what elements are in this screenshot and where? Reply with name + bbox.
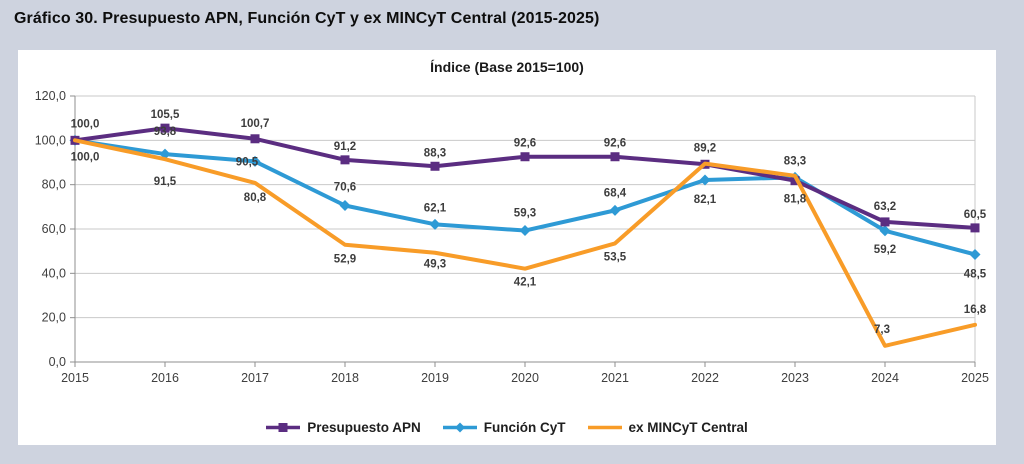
data-label: 92,6 xyxy=(604,138,626,150)
legend-item-ex-mincyt-central: ex MINCyT Central xyxy=(587,420,748,435)
series-line-ex-mincyt-central xyxy=(73,138,977,348)
chart-card: Índice (Base 2015=100) 0,0 20,0 40,0 60,0 80… xyxy=(18,50,996,445)
legend-label: ex MINCyT Central xyxy=(628,420,748,435)
data-label: 62,1 xyxy=(424,202,447,214)
series-marker-funci-n-cyt xyxy=(879,225,891,237)
x-axis-label: 2020 xyxy=(511,371,539,385)
legend-item-funci-n-cyt: Función CyT xyxy=(442,420,566,435)
data-label: 16,8 xyxy=(964,304,987,316)
chart-title: Índice (Base 2015=100) xyxy=(430,59,584,75)
y-axis-label: 40,0 xyxy=(42,266,66,280)
x-axis-label: 2025 xyxy=(961,371,989,385)
y-axis-label: 0,0 xyxy=(49,355,66,369)
series-marker-presupuesto-apn xyxy=(340,155,350,165)
y-axis-label: 80,0 xyxy=(42,178,66,192)
data-label: 7,3 xyxy=(874,324,890,336)
data-label: 91,2 xyxy=(334,141,356,153)
data-label: 105,5 xyxy=(151,109,180,121)
data-label: 70,6 xyxy=(334,182,356,194)
series-marker-funci-n-cyt xyxy=(519,225,531,237)
data-label: 91,5 xyxy=(154,176,177,188)
series-marker-presupuesto-apn xyxy=(610,152,620,162)
series-marker-funci-n-cyt xyxy=(609,204,621,216)
x-axis-label: 2022 xyxy=(691,371,719,385)
legend-label: Presupuesto APN xyxy=(307,420,421,435)
y-axis-label: 60,0 xyxy=(42,222,66,236)
data-label: 82,1 xyxy=(694,194,717,206)
series-marker-presupuesto-apn xyxy=(880,217,890,227)
data-label: 48,5 xyxy=(964,268,987,280)
series-marker-presupuesto-apn xyxy=(430,161,440,171)
series-marker-funci-n-cyt xyxy=(699,174,711,186)
data-label: 59,3 xyxy=(514,208,536,220)
data-label: 100,0 xyxy=(71,151,100,163)
legend-item-presupuesto-apn: Presupuesto APN xyxy=(266,420,421,435)
legend-label: Función CyT xyxy=(483,420,566,435)
series-marker-presupuesto-apn xyxy=(790,176,800,186)
series-marker-funci-n-cyt xyxy=(249,155,261,167)
page-heading: Gráfico 30. Presupuesto APN, Función CyT… xyxy=(14,10,600,27)
data-label: 100,0 xyxy=(71,118,100,130)
x-axis-label: 2017 xyxy=(241,371,269,385)
series-marker-presupuesto-apn xyxy=(250,134,260,144)
data-label: 89,2 xyxy=(694,142,716,154)
data-label: 93,8 xyxy=(154,126,177,138)
x-axis-label: 2015 xyxy=(61,371,89,385)
legend-marker-square-icon xyxy=(266,423,301,432)
x-axis-label: 2024 xyxy=(871,371,899,385)
series-marker-funci-n-cyt xyxy=(969,248,981,260)
data-label: 80,8 xyxy=(244,192,267,204)
series-marker-funci-n-cyt xyxy=(429,218,441,230)
x-axis-label: 2023 xyxy=(781,371,809,385)
x-axis-label: 2016 xyxy=(151,371,179,385)
y-axis-label: 20,0 xyxy=(42,311,66,325)
data-label: 100,7 xyxy=(241,118,270,130)
series-marker-funci-n-cyt xyxy=(339,200,351,212)
data-label: 68,4 xyxy=(604,187,627,199)
series-marker-presupuesto-apn xyxy=(520,152,530,162)
series-marker-presupuesto-apn xyxy=(160,123,170,133)
data-label: 52,9 xyxy=(334,254,356,266)
data-label: 59,2 xyxy=(874,244,896,256)
y-axis-label: 100,0 xyxy=(35,133,66,147)
data-label: 83,3 xyxy=(784,155,806,167)
data-label: 60,5 xyxy=(964,209,987,221)
series-marker-presupuesto-apn xyxy=(970,223,980,233)
data-label: 53,5 xyxy=(604,251,627,263)
data-label: 88,3 xyxy=(424,147,446,159)
chart-legend: Presupuesto APN Función CyT ex MINCyT Cent… xyxy=(18,420,996,435)
data-label: 81,8 xyxy=(784,194,807,206)
x-axis-label: 2021 xyxy=(601,371,629,385)
x-axis-label: 2018 xyxy=(331,371,359,385)
data-label: 63,2 xyxy=(874,201,896,213)
legend-marker-diamond-icon xyxy=(442,422,477,433)
x-axis-label: 2019 xyxy=(421,371,449,385)
data-label: 90,5 xyxy=(236,156,259,168)
data-label: 49,3 xyxy=(424,259,446,271)
legend-marker-line-icon xyxy=(587,425,622,430)
y-axis-label: 120,0 xyxy=(35,89,66,103)
data-label: 92,6 xyxy=(514,138,536,150)
data-label: 42,1 xyxy=(514,277,537,289)
chart-plot: 0,0 20,0 40,0 60,0 80,0 100,0 120,0 2015 2016 201… xyxy=(35,89,989,385)
